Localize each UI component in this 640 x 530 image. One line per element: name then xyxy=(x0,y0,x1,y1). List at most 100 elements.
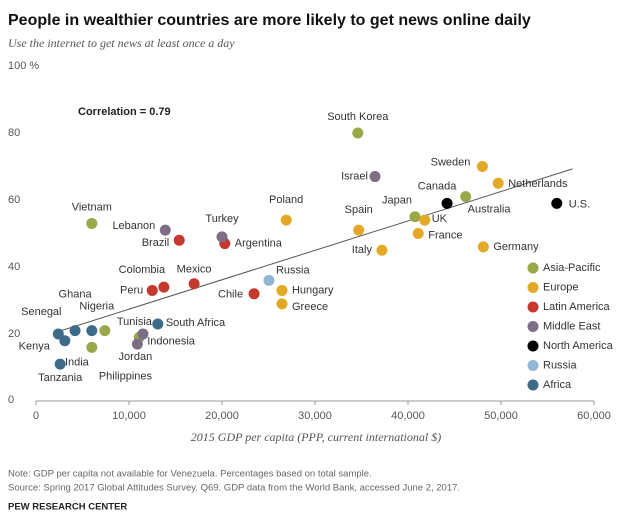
legend-swatch xyxy=(527,282,539,293)
point-label: Ghana xyxy=(59,289,93,301)
point xyxy=(276,284,288,296)
point-label: Poland xyxy=(269,194,303,206)
point-label: Peru xyxy=(120,284,143,296)
point xyxy=(188,278,200,290)
y-tick-label: 100 % xyxy=(8,60,39,72)
legend-label: Russia xyxy=(543,359,578,371)
point xyxy=(409,211,421,223)
point-label: Indonesia xyxy=(147,335,196,347)
point xyxy=(248,288,260,300)
legend-label: Asia-Pacific xyxy=(543,262,601,274)
point-label: Netherlands xyxy=(508,178,568,190)
point-label: Tunisia xyxy=(117,316,153,328)
chart-title: People in wealthier countries are more l… xyxy=(8,12,531,29)
point xyxy=(419,214,431,226)
y-tick-label: 40 xyxy=(8,261,20,273)
point xyxy=(280,214,292,226)
point xyxy=(69,325,81,337)
y-tick-label: 60 xyxy=(8,194,20,206)
point-label: Brazil xyxy=(142,237,170,249)
point xyxy=(137,328,149,340)
credit: PEW RESEARCH CENTER xyxy=(8,502,127,513)
point-label: Argentina xyxy=(235,237,283,249)
point xyxy=(216,231,228,243)
subtitle: Use the internet to get news at least on… xyxy=(8,36,235,50)
point-label: Philippines xyxy=(99,371,153,383)
legend-swatch xyxy=(527,321,539,332)
point-label: Kenya xyxy=(19,341,51,353)
point-label: India xyxy=(65,356,90,368)
legend-label: Latin America xyxy=(543,301,611,313)
x-tick-label: 30,000 xyxy=(298,410,332,422)
point xyxy=(441,197,453,209)
point xyxy=(86,325,98,337)
legend-label: North America xyxy=(543,340,614,352)
point xyxy=(173,234,185,246)
legend-label: Europe xyxy=(543,281,578,293)
source: Source: Spring 2017 Global Attitudes Sur… xyxy=(8,483,460,494)
point-label: Israel xyxy=(341,170,368,182)
point-label: Germany xyxy=(493,241,539,253)
point-label: Chile xyxy=(218,289,243,301)
point xyxy=(158,281,170,293)
y-tick-label: 20 xyxy=(8,328,20,340)
point xyxy=(146,284,158,296)
legend-swatch xyxy=(527,262,539,274)
point-label: South Africa xyxy=(166,317,226,329)
point-label: Sweden xyxy=(431,156,471,168)
point-label: UK xyxy=(432,213,448,225)
point xyxy=(476,161,488,172)
point-label: South Korea xyxy=(327,111,389,123)
point-label: Senegal xyxy=(21,306,61,318)
point xyxy=(460,191,472,203)
point xyxy=(86,217,98,229)
point-label: France xyxy=(428,229,462,241)
point xyxy=(263,274,275,286)
x-tick-label: 60,000 xyxy=(577,410,611,422)
point-label: Lebanon xyxy=(112,220,155,232)
x-tick-label: 10,000 xyxy=(112,410,146,422)
point xyxy=(353,224,365,236)
point-label: Hungary xyxy=(292,284,334,296)
point xyxy=(352,127,364,139)
x-tick-label: 40,000 xyxy=(391,410,425,422)
legend-swatch xyxy=(527,379,539,391)
point-label: Jordan xyxy=(119,351,153,363)
point-label: Vietnam xyxy=(72,201,112,213)
point-label: Canada xyxy=(418,180,457,192)
point-label: U.S. xyxy=(569,198,590,210)
point xyxy=(152,318,164,330)
point-label: Australia xyxy=(468,204,512,216)
point-label: Italy xyxy=(352,244,373,256)
point-label: Greece xyxy=(292,301,328,313)
note: Note: GDP per capita not available for V… xyxy=(8,469,372,480)
annotation: Correlation = 0.79 xyxy=(78,106,171,118)
x-tick-label: 50,000 xyxy=(484,410,518,422)
point-label: Japan xyxy=(382,195,412,207)
legend-label: Africa xyxy=(543,379,572,391)
x-axis-label: 2015 GDP per capita (PPP, current intern… xyxy=(191,430,441,444)
point xyxy=(376,244,388,256)
point xyxy=(477,241,489,253)
point-label: Colombia xyxy=(119,264,166,276)
point-label: Tanzania xyxy=(38,372,83,384)
point xyxy=(54,358,66,370)
legend-swatch xyxy=(527,360,539,371)
point xyxy=(551,197,563,209)
y-tick-label: 80 xyxy=(8,127,20,139)
point-label: Mexico xyxy=(177,264,212,276)
point xyxy=(276,298,288,310)
point-label: Russia xyxy=(276,264,311,276)
legend-swatch xyxy=(527,340,539,352)
point xyxy=(131,338,143,350)
point-label: Nigeria xyxy=(79,301,115,313)
point xyxy=(412,228,424,239)
point-label: Spain xyxy=(345,204,373,216)
x-tick-label: 0 xyxy=(33,410,39,422)
legend-swatch xyxy=(527,301,539,313)
legend-label: Middle East xyxy=(543,320,600,332)
point xyxy=(86,341,98,353)
point xyxy=(159,224,171,236)
